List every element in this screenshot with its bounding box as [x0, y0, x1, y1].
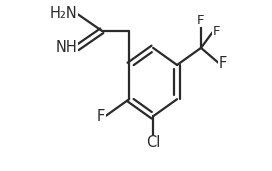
- Text: Cl: Cl: [146, 135, 160, 150]
- Text: NH: NH: [55, 40, 77, 55]
- Text: F: F: [97, 109, 105, 124]
- Text: F: F: [219, 56, 227, 71]
- Text: F: F: [213, 25, 220, 38]
- Text: H₂N: H₂N: [49, 6, 77, 21]
- Text: F: F: [197, 14, 205, 27]
